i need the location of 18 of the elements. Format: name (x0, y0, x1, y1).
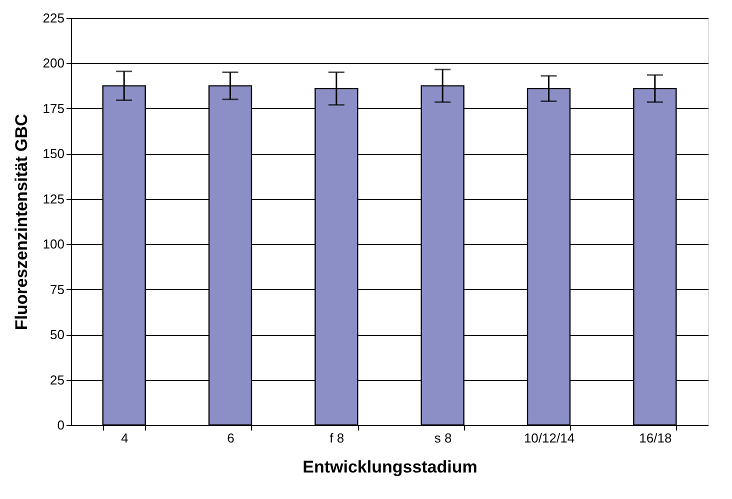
y-tick-label: 100 (42, 236, 64, 252)
x-tick-label: s 8 (434, 430, 452, 446)
y-tick-label: 125 (42, 191, 64, 206)
y-tick-label: 225 (42, 10, 64, 26)
x-tick-label: 6 (227, 430, 234, 446)
y-tick-label: 25 (50, 372, 64, 388)
x-tick-label: 10/12/14 (524, 430, 575, 446)
y-tick-label: 150 (42, 146, 64, 162)
y-tick-label: 175 (42, 100, 64, 116)
y-tick-label: 75 (50, 282, 64, 297)
x-axis-title: Entwicklungsstadium (302, 458, 478, 476)
y-tick-label: 50 (50, 327, 64, 342)
x-tick-label: f 8 (330, 430, 344, 446)
y-axis-title: Fluoreszenzintensität GBC (12, 114, 31, 330)
y-tick-label: 200 (42, 56, 64, 71)
y-tick-label: 0 (57, 418, 64, 432)
x-tick-label: 4 (120, 430, 128, 446)
x-tick-label: 16/18 (639, 430, 672, 446)
